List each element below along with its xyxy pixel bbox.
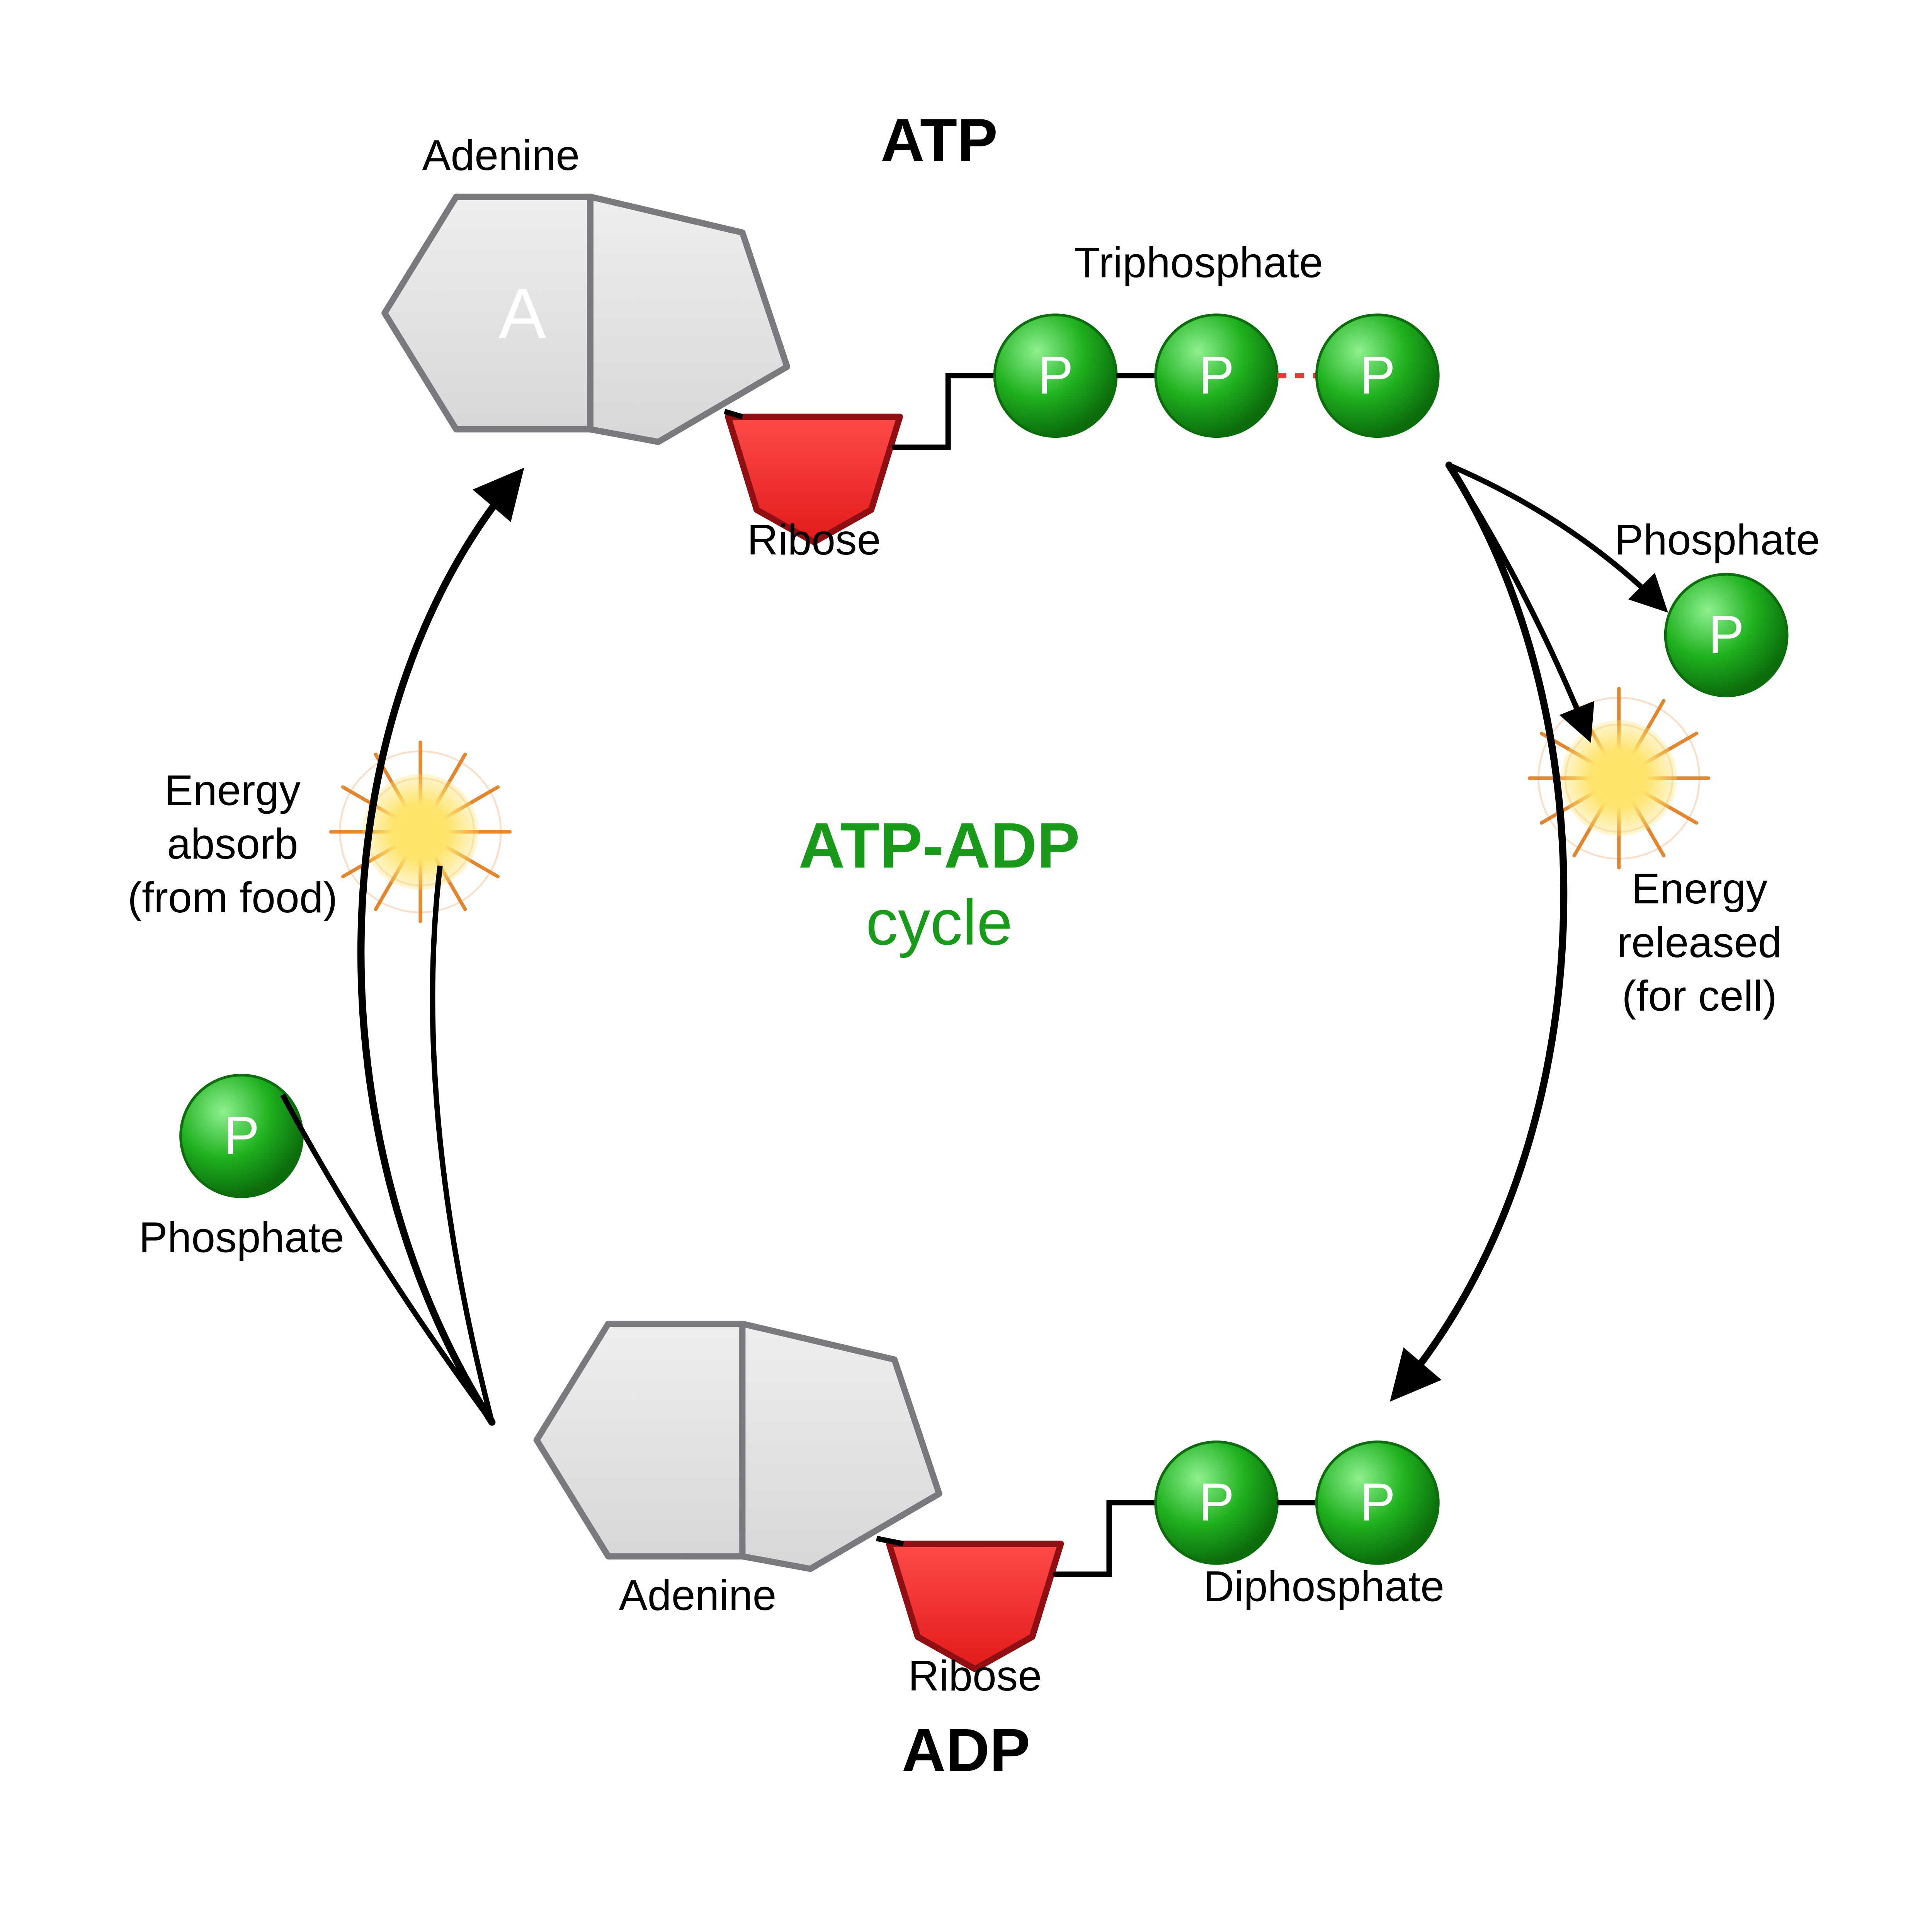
cycle-arrow-left: [361, 474, 519, 1422]
title-line-1: ATP-ADP: [798, 810, 1080, 881]
label-energy_absorb_1: Energy: [165, 766, 301, 814]
free-phosphate-right: P: [1665, 574, 1787, 696]
phosphate-letter: P: [1037, 345, 1073, 405]
label-ribose_top: Ribose: [747, 515, 881, 564]
label-adenine_top: Adenine: [422, 131, 580, 179]
adp-phosphate-2: P: [1316, 1442, 1438, 1563]
atp-phosphate-2: P: [1156, 315, 1277, 437]
phosphate-letter: P: [1359, 1472, 1395, 1532]
phosphate-letter: P: [1199, 345, 1235, 405]
heading-adp: ADP: [902, 1716, 1030, 1784]
label-ribose_bottom: Ribose: [908, 1651, 1042, 1700]
label-energy_released_2: released: [1617, 918, 1782, 966]
adp-phosphate-1: P: [1156, 1442, 1277, 1563]
energy-burst-left: [331, 742, 510, 921]
phosphate-letter: P: [224, 1105, 260, 1165]
bond-ribose-phosphate-bottom: [1055, 1503, 1155, 1574]
phosphate-letter: P: [1199, 1472, 1235, 1532]
label-energy_absorb_2: absorb: [167, 820, 298, 868]
label-diphosphate: Diphosphate: [1203, 1562, 1444, 1611]
label-energy_released_3: (for cell): [1622, 972, 1777, 1020]
branch-arrow-from-energy: [432, 866, 492, 1422]
label-triphosphate: Triphosphate: [1074, 238, 1323, 287]
atp-adenine: A: [384, 197, 787, 442]
adp-adenine: [537, 1324, 939, 1569]
atp-phosphate-3: P: [1316, 315, 1438, 437]
phosphate-letter: P: [1708, 605, 1744, 665]
label-phosphate_right: Phosphate: [1615, 515, 1820, 564]
adp-ribose: [889, 1544, 1061, 1669]
label-energy_absorb_3: (from food): [128, 873, 337, 922]
heading-atp: ATP: [881, 107, 998, 174]
title-line-2: cycle: [866, 886, 1013, 958]
atp-phosphate-1: P: [995, 315, 1116, 437]
label-phosphate_left: Phosphate: [139, 1213, 344, 1262]
free-phosphate-left: P: [181, 1075, 303, 1197]
label-adenine_bottom: Adenine: [619, 1571, 777, 1619]
phosphate-letter: P: [1359, 345, 1395, 405]
bond-adenine-ribose-bottom: [877, 1538, 903, 1544]
label-energy_released_1: Energy: [1631, 864, 1767, 913]
bond-ribose-phosphate-top: [895, 376, 995, 447]
cycle-arrow-right: [1395, 465, 1564, 1395]
